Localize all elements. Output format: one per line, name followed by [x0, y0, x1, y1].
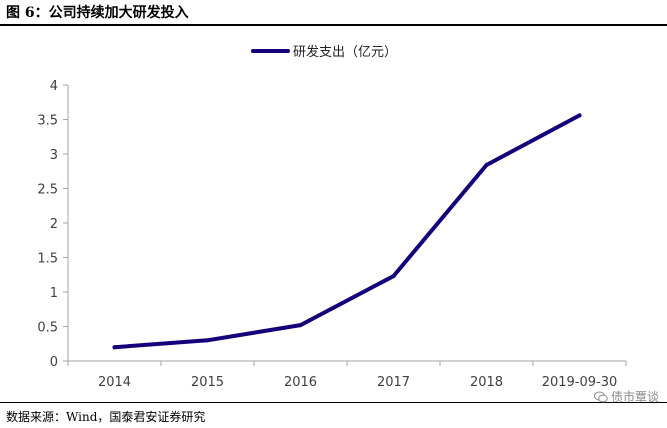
wechat-icon — [593, 391, 608, 402]
watermark-text: 债市覃谈 — [610, 390, 659, 404]
x-axis-ticks: 2014 2015 2016 2017 2018 2019-09-30 — [67, 361, 627, 390]
y-axis-ticks: 0 0.5 1 1.5 2 2.5 3 3.5 4 — [37, 79, 68, 370]
data-point — [298, 323, 303, 328]
y-tick-label: 2 — [50, 217, 58, 232]
x-tick-label: 2016 — [284, 375, 317, 390]
x-tick-label: 2019-09-30 — [542, 375, 618, 390]
data-point — [484, 163, 489, 168]
y-tick-label: 3 — [50, 148, 58, 163]
source-rule — [0, 402, 667, 403]
y-tick-label: 3.5 — [37, 114, 58, 129]
y-tick-label: 0 — [50, 355, 58, 370]
source-note: 数据来源：Wind，国泰君安证券研究 — [6, 410, 206, 424]
legend: 研发支出（亿元） — [251, 44, 397, 60]
series-line — [112, 113, 582, 350]
data-point — [391, 274, 396, 279]
watermark: 债市覃谈 — [593, 388, 659, 405]
data-point — [577, 113, 582, 118]
data-point — [112, 345, 117, 350]
y-tick-label: 2.5 — [37, 183, 58, 198]
y-tick-label: 1 — [50, 286, 58, 301]
axes — [67, 85, 626, 362]
x-tick-label: 2018 — [470, 375, 503, 390]
series-layer — [112, 113, 582, 350]
x-tick-label: 2015 — [191, 375, 224, 390]
figure-title: 图 6：公司持续加大研发投入 — [6, 5, 189, 21]
x-tick-label: 2014 — [98, 375, 131, 390]
rd-expense-line-chart: 研发支出（亿元） 00.511.522.533.54 2014 2015 2016 2… — [37, 44, 627, 390]
legend-label: 研发支出（亿元） — [293, 44, 397, 60]
y-tick-label: 1.5 — [37, 252, 58, 267]
title-rule — [0, 24, 667, 26]
y-tick-label: 0.5 — [37, 321, 58, 336]
y-tick-label: 4 — [50, 79, 58, 94]
data-point — [205, 338, 210, 343]
x-tick-label: 2017 — [377, 375, 410, 390]
